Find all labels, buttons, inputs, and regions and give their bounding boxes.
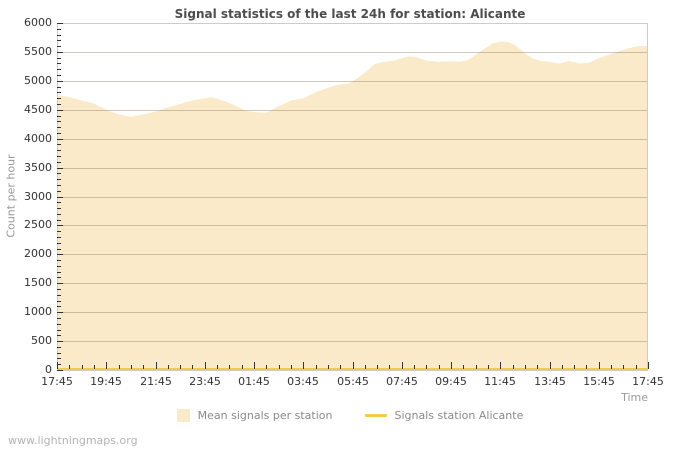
mean-signals-area bbox=[57, 41, 648, 370]
y-tick-label: 5500 bbox=[24, 45, 52, 58]
y-tick-label: 4500 bbox=[24, 103, 52, 116]
y-tick-label: 2500 bbox=[24, 218, 52, 231]
x-tick-label: 11:45 bbox=[484, 375, 516, 388]
x-tick-label: 21:45 bbox=[140, 375, 172, 388]
y-tick-label: 1500 bbox=[24, 276, 52, 289]
watermark-link[interactable]: www.lightningmaps.org bbox=[8, 434, 138, 447]
y-tick-label: 2000 bbox=[24, 247, 52, 260]
x-tick-label: 19:45 bbox=[90, 375, 122, 388]
y-tick-label: 1000 bbox=[24, 305, 52, 318]
x-tick-label: 03:45 bbox=[287, 375, 319, 388]
x-axis-title: Time bbox=[621, 391, 648, 404]
x-tick-label: 17:45 bbox=[41, 375, 73, 388]
station-line-swatch-icon bbox=[364, 414, 387, 417]
y-tick-label: 6000 bbox=[24, 16, 52, 29]
mean-signals-swatch-icon bbox=[176, 409, 190, 422]
y-tick-label: 3500 bbox=[24, 161, 52, 174]
x-tick-label: 23:45 bbox=[189, 375, 221, 388]
y-tick-label: 500 bbox=[31, 334, 52, 347]
x-tick-label: 15:45 bbox=[583, 375, 615, 388]
x-tick-label: 13:45 bbox=[534, 375, 566, 388]
x-tick-label: 09:45 bbox=[435, 375, 467, 388]
y-tick-label: 4000 bbox=[24, 132, 52, 145]
x-tick-label: 07:45 bbox=[386, 375, 418, 388]
legend-station-alicante-label: Signals station Alicante bbox=[394, 409, 524, 422]
x-tick-label: 17:45 bbox=[632, 375, 664, 388]
x-tick-label: 05:45 bbox=[337, 375, 369, 388]
legend: Mean signals per station Signals station… bbox=[0, 409, 700, 422]
x-tick-label: 01:45 bbox=[238, 375, 270, 388]
chart-title: Signal statistics of the last 24h for st… bbox=[174, 7, 526, 21]
legend-mean-signals-label: Mean signals per station bbox=[197, 409, 333, 422]
y-tick-label: 5000 bbox=[24, 74, 52, 87]
y-tick-label: 3000 bbox=[24, 190, 52, 203]
y-tick-label: 0 bbox=[45, 363, 52, 376]
